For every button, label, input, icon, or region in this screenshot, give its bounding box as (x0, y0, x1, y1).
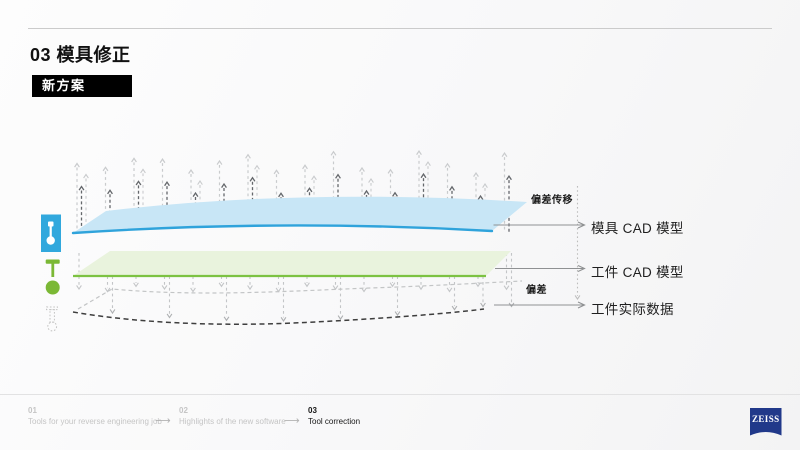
zeiss-logo-text: ZEISS (752, 414, 780, 424)
nav-step-1: 01 Tools for your reverse engineering jo… (28, 407, 162, 426)
mold-cad-surface (73, 196, 527, 233)
probe-ghost-icon (46, 306, 58, 332)
top-divider (28, 28, 772, 29)
transfer-guide-line (574, 186, 581, 300)
probe-icon (45, 259, 60, 295)
deviation-annotation: 偏差 (526, 285, 547, 296)
page-title: 03 模具修正 (30, 45, 131, 65)
actual-data-front-curve (72, 308, 485, 325)
zeiss-logo: ZEISS (750, 408, 782, 436)
actual-data-back-curve (77, 280, 523, 310)
step-number: 01 (28, 406, 37, 415)
label-arrows (493, 221, 586, 309)
nav-step-2: 02 Highlights of the new software (179, 407, 286, 426)
workpiece-cad-surface (73, 251, 511, 276)
transfer-annotation: 偏差传移 (531, 195, 573, 206)
step-number: 02 (179, 406, 188, 415)
nav-step-3: 03 Tool correction (308, 407, 360, 426)
mold-cad-label: 模具 CAD 模型 (591, 221, 684, 236)
workpiece-cad-label: 工件 CAD 模型 (591, 265, 684, 280)
mold-tool-icon (41, 214, 61, 252)
zeiss-logo-shield (750, 408, 782, 436)
new-plan-badge: 新方案 (32, 75, 132, 97)
workpiece-actual-label: 工件实际数据 (591, 302, 674, 317)
footer-divider (0, 394, 800, 395)
step-number: 03 (308, 406, 317, 415)
step-label: Tools for your reverse engineering job (28, 417, 162, 426)
step-label: Tool correction (308, 417, 361, 426)
mold-cad-front-curve (71, 224, 494, 235)
nav-arrow-icon: ⟶ (284, 414, 300, 427)
nav-arrow-icon: ⟶ (155, 414, 171, 427)
step-label: Highlights of the new software (179, 417, 286, 426)
